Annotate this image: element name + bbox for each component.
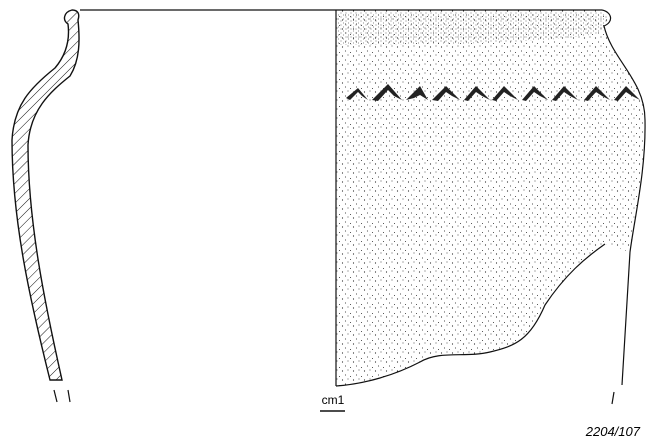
section-profile	[11, 9, 80, 381]
break-edge	[335, 243, 606, 387]
neck-shade	[336, 12, 608, 45]
surface-stipple	[336, 10, 646, 386]
break-mark	[67, 389, 71, 403]
zigzag-decoration	[346, 84, 640, 101]
scale-label: cm1	[322, 393, 345, 407]
catalog-number: 2204/107	[585, 424, 641, 439]
outer-profile	[601, 9, 646, 386]
break-mark	[53, 389, 58, 403]
break-mark	[611, 391, 615, 405]
